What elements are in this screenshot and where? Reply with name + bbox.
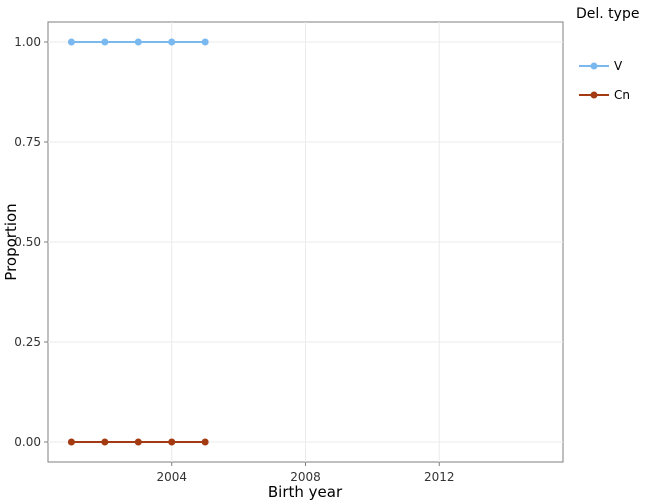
data-point-cn <box>134 438 142 446</box>
y-tick-label: 1.00 <box>14 35 41 49</box>
series-layer <box>67 38 209 446</box>
y-tick-label: 0.25 <box>14 335 41 349</box>
legend-key-point <box>590 62 598 70</box>
x-tick-label: 2012 <box>424 470 455 484</box>
data-point-cn <box>201 438 209 446</box>
x-axis-label: Birth year <box>268 483 343 500</box>
data-point-v <box>67 38 75 46</box>
x-tick-label: 2008 <box>290 470 321 484</box>
x-tick-label: 2004 <box>156 470 187 484</box>
data-point-cn <box>67 438 75 446</box>
data-point-v <box>134 38 142 46</box>
legend-label: V <box>614 59 623 73</box>
y-tick-label: 0.50 <box>14 235 41 249</box>
legend-title: Del. type <box>576 6 639 22</box>
data-point-cn <box>101 438 109 446</box>
data-point-v <box>201 38 209 46</box>
y-axis-label: Proportion <box>2 203 20 280</box>
data-point-cn <box>168 438 176 446</box>
legend-label: Cn <box>614 88 630 102</box>
grid-lines <box>48 22 563 462</box>
y-tick-label: 0.00 <box>14 435 41 449</box>
y-tick-label: 0.75 <box>14 135 41 149</box>
data-point-v <box>168 38 176 46</box>
axes: 2004 2008 2012 0.00 0.25 0.50 0.75 1.00 <box>14 35 454 484</box>
data-point-v <box>101 38 109 46</box>
legend: V Cn <box>579 59 630 102</box>
legend-key-point <box>590 91 598 99</box>
